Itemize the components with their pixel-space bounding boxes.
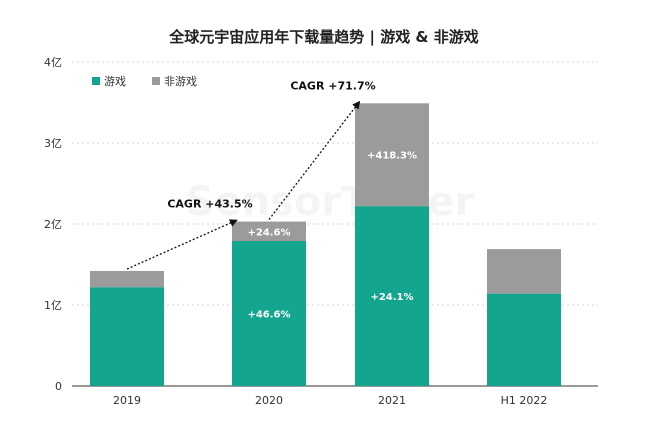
y-tick-label: 2亿: [44, 218, 62, 231]
y-tick-label: 3亿: [44, 137, 62, 150]
cagr-annotations: CAGR +43.5% CAGR +71.7%: [126, 79, 376, 270]
x-category-label: 2020: [255, 394, 283, 407]
bar-nongame: [232, 221, 306, 242]
bar-game: [355, 206, 429, 386]
legend-label-nongame: 非游戏: [164, 75, 197, 88]
y-axis-ticks: 0 1亿 2亿 3亿 4亿: [44, 56, 62, 393]
cagr-arrow: [268, 100, 361, 220]
legend-swatch-game: [92, 77, 100, 85]
bar-label-game: +46.6%: [247, 310, 290, 321]
legend-swatch-nongame: [152, 77, 160, 85]
legend-label-game: 游戏: [104, 75, 126, 88]
legend: 游戏 非游戏: [92, 75, 197, 88]
cagr-label: CAGR +43.5%: [167, 198, 252, 211]
bar-game: [232, 241, 306, 386]
chart-title: 全球元宇宙应用年下载量趋势 | 游戏 & 非游戏: [168, 28, 478, 47]
y-tick-label: 0: [55, 380, 62, 393]
cagr-arrow: [126, 219, 238, 270]
bars: +46.6% +24.6% +24.1% +418.3%: [90, 103, 561, 386]
bar-game: [487, 293, 561, 386]
x-axis-categories: 2019 2020 2021 H1 2022: [113, 394, 547, 407]
bar-label-game: +24.1%: [370, 292, 413, 303]
x-category-label: 2021: [378, 394, 406, 407]
y-tick-label: 4亿: [44, 56, 62, 69]
bar-label-nongame: +418.3%: [367, 151, 417, 162]
bar-nongame: [487, 249, 561, 294]
bar-nongame: [355, 103, 429, 207]
cagr-label: CAGR +71.7%: [290, 79, 375, 92]
y-tick-label: 1亿: [44, 299, 62, 312]
x-category-label: 2019: [113, 394, 141, 407]
bar-game: [90, 287, 164, 386]
bar-nongame: [90, 270, 164, 288]
bar-label-nongame: +24.6%: [247, 227, 290, 238]
x-category-label: H1 2022: [501, 394, 548, 407]
